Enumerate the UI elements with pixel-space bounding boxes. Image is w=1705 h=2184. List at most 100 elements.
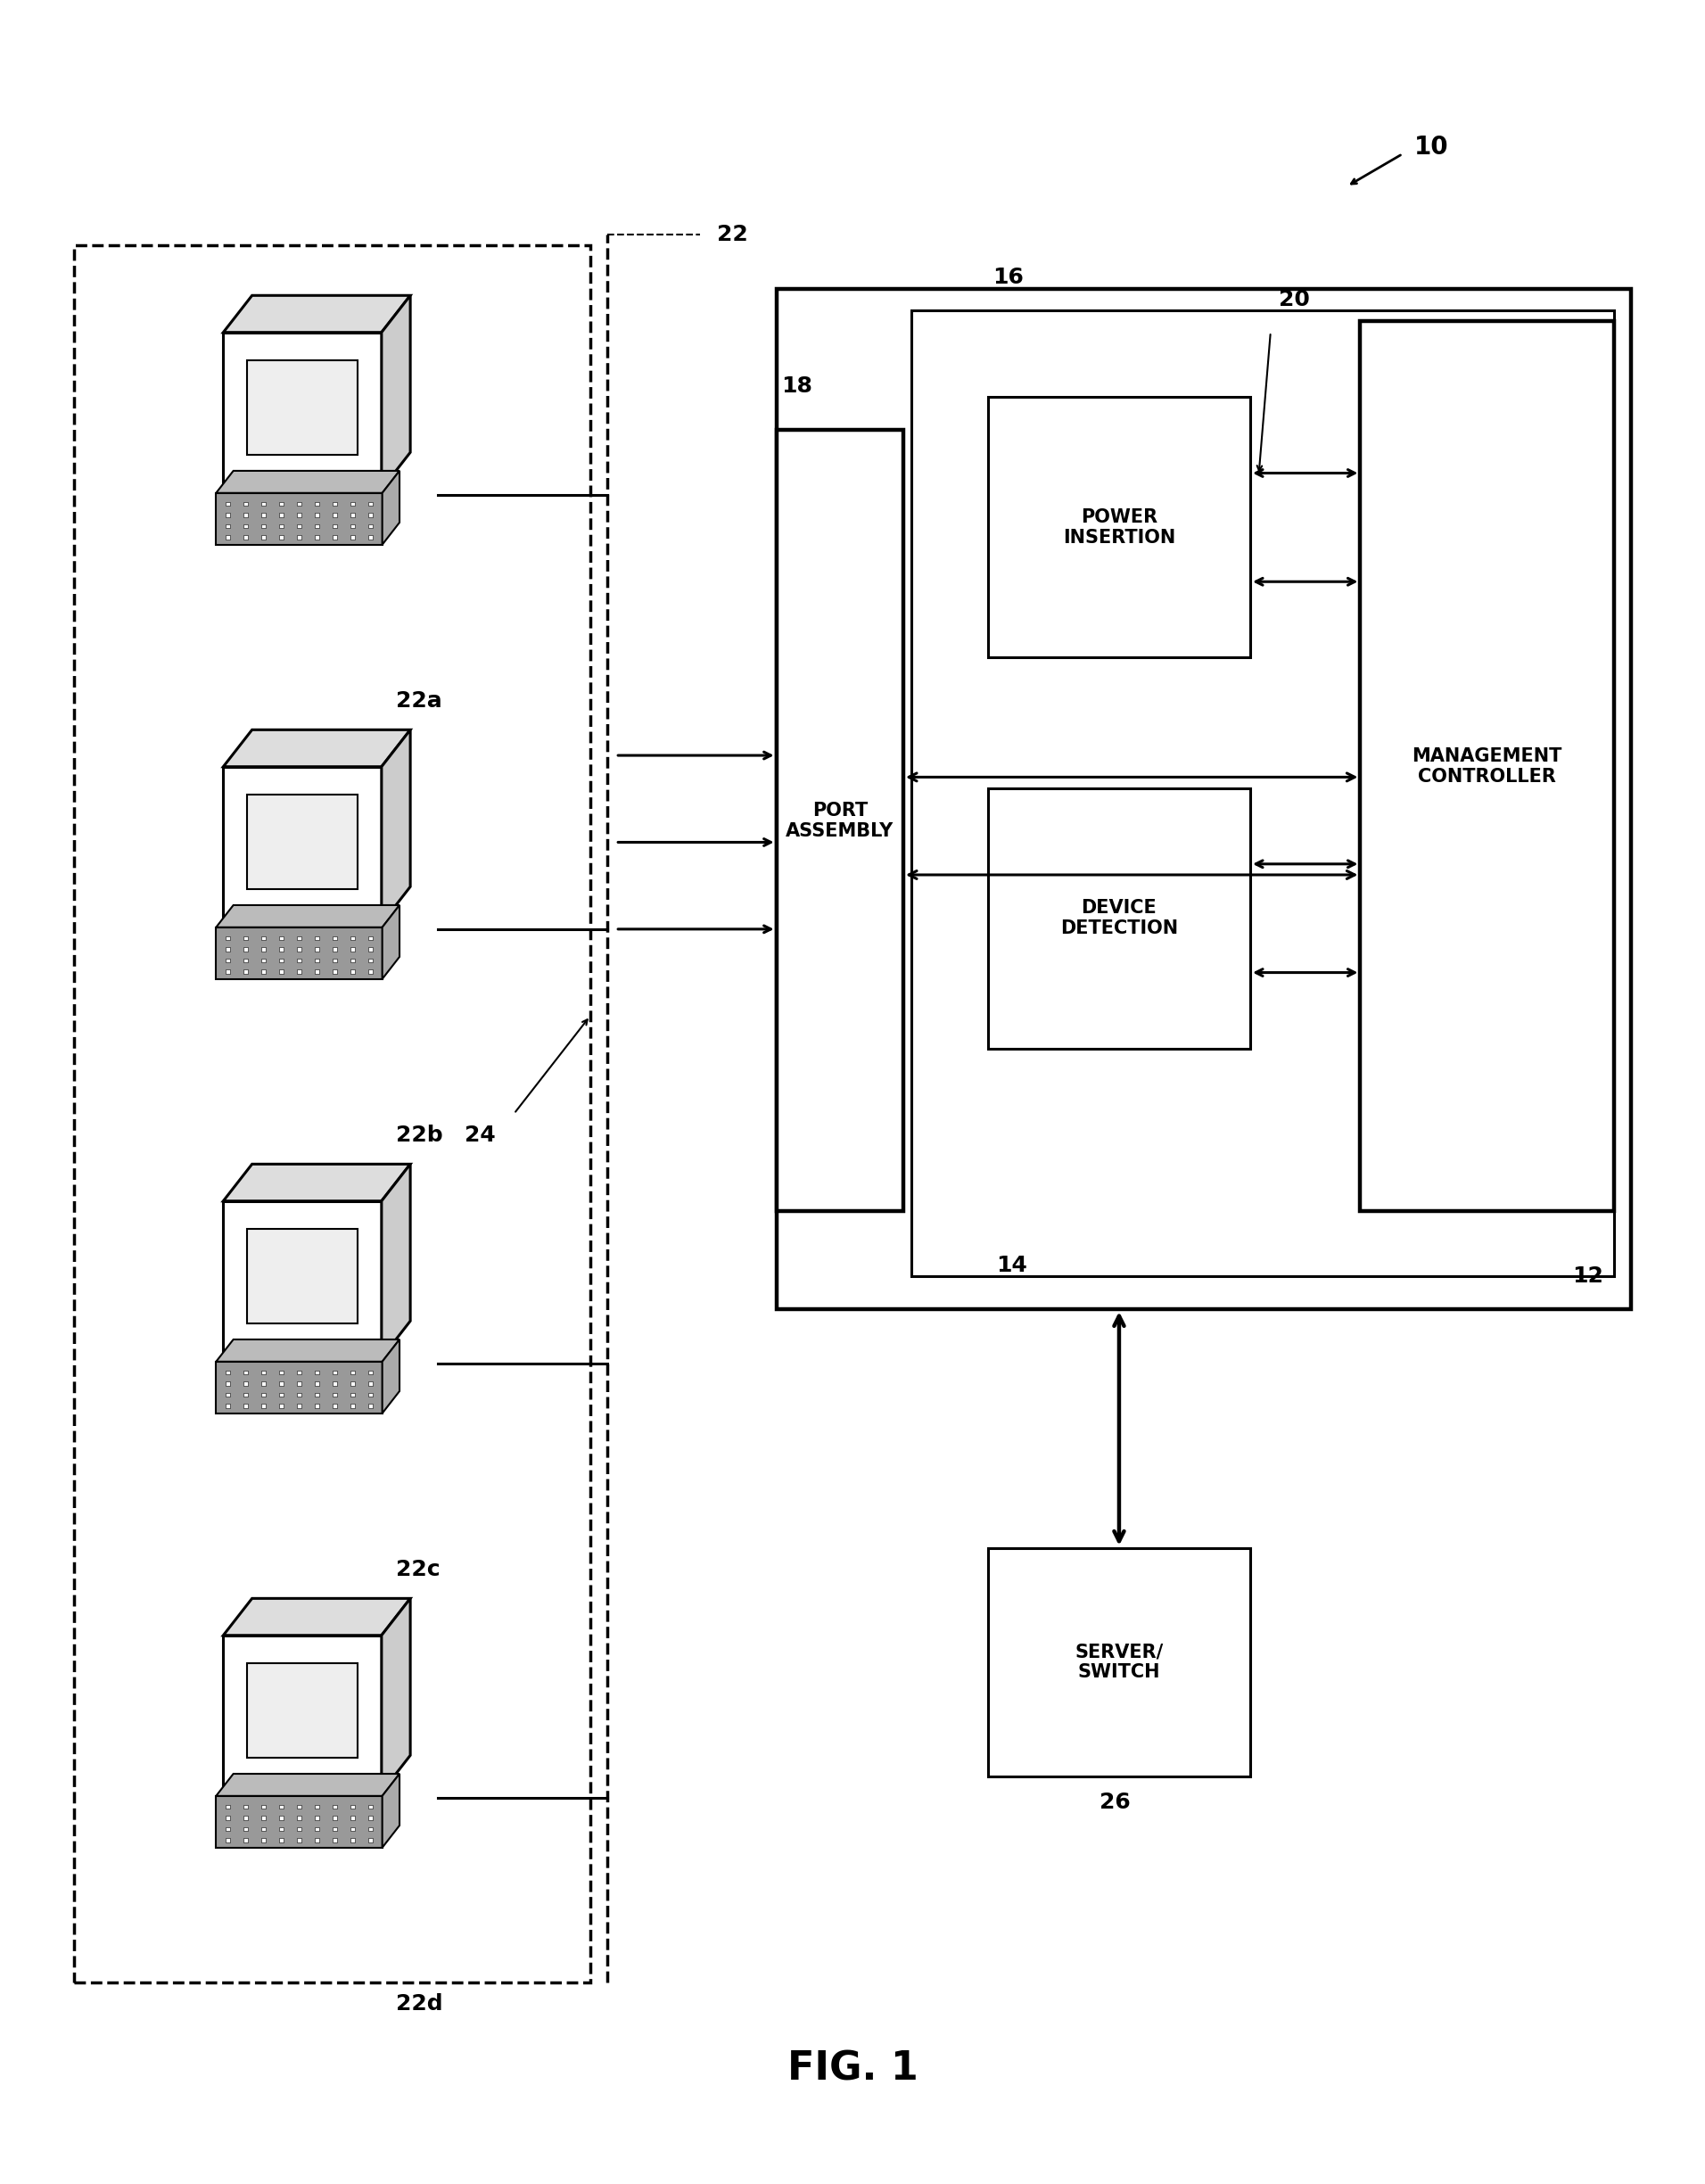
Bar bbox=[297, 502, 302, 507]
Bar bbox=[261, 937, 266, 939]
Bar bbox=[351, 1828, 355, 1830]
Polygon shape bbox=[382, 729, 411, 924]
Polygon shape bbox=[223, 332, 382, 489]
Bar bbox=[351, 1839, 355, 1843]
Text: 16: 16 bbox=[992, 266, 1025, 288]
Text: 22: 22 bbox=[718, 223, 748, 245]
Text: 22a: 22a bbox=[396, 690, 442, 712]
Polygon shape bbox=[247, 1664, 358, 1758]
Bar bbox=[280, 1382, 283, 1385]
Bar bbox=[73, 245, 590, 1983]
Bar bbox=[368, 948, 373, 952]
Bar bbox=[368, 502, 373, 507]
Bar bbox=[244, 524, 247, 529]
Text: SERVER/
SWITCH: SERVER/ SWITCH bbox=[1074, 1642, 1163, 1682]
Bar bbox=[280, 1393, 283, 1398]
Bar bbox=[225, 1382, 230, 1385]
Polygon shape bbox=[223, 767, 382, 924]
Bar bbox=[368, 1393, 373, 1398]
Bar bbox=[297, 524, 302, 529]
Polygon shape bbox=[217, 1773, 399, 1795]
Bar bbox=[244, 1404, 247, 1409]
Polygon shape bbox=[382, 472, 399, 544]
Bar bbox=[297, 1404, 302, 1409]
Polygon shape bbox=[223, 729, 411, 767]
Bar bbox=[351, 1404, 355, 1409]
Bar bbox=[315, 970, 319, 974]
Bar bbox=[280, 1404, 283, 1409]
Bar bbox=[315, 1815, 319, 1819]
Bar bbox=[261, 1839, 266, 1843]
Bar bbox=[332, 1804, 338, 1808]
Text: 10: 10 bbox=[1415, 135, 1449, 159]
Bar bbox=[225, 948, 230, 952]
Polygon shape bbox=[382, 904, 399, 978]
Bar bbox=[351, 1369, 355, 1374]
Bar bbox=[315, 513, 319, 518]
Bar bbox=[332, 1839, 338, 1843]
Bar bbox=[332, 1815, 338, 1819]
Bar bbox=[280, 513, 283, 518]
Bar bbox=[351, 1393, 355, 1398]
Bar bbox=[351, 1804, 355, 1808]
Polygon shape bbox=[217, 904, 399, 928]
Polygon shape bbox=[382, 295, 411, 489]
Bar bbox=[244, 937, 247, 939]
Bar bbox=[987, 788, 1250, 1048]
Bar bbox=[297, 1815, 302, 1819]
Bar bbox=[368, 1369, 373, 1374]
Bar bbox=[261, 970, 266, 974]
Bar bbox=[280, 502, 283, 507]
Bar bbox=[225, 1839, 230, 1843]
Bar bbox=[261, 524, 266, 529]
Bar bbox=[225, 535, 230, 539]
Bar bbox=[261, 1804, 266, 1808]
Text: FIG. 1: FIG. 1 bbox=[788, 2051, 917, 2088]
Text: 22c: 22c bbox=[396, 1559, 440, 1581]
Bar bbox=[315, 1369, 319, 1374]
Bar bbox=[297, 948, 302, 952]
Polygon shape bbox=[223, 1636, 382, 1793]
Bar bbox=[244, 1369, 247, 1374]
Bar bbox=[261, 1404, 266, 1409]
Bar bbox=[912, 310, 1615, 1278]
Bar bbox=[315, 1804, 319, 1808]
Bar bbox=[244, 502, 247, 507]
Bar bbox=[351, 535, 355, 539]
Polygon shape bbox=[223, 295, 411, 332]
Bar bbox=[297, 970, 302, 974]
Polygon shape bbox=[223, 1201, 382, 1358]
Bar bbox=[244, 948, 247, 952]
Bar bbox=[332, 502, 338, 507]
Polygon shape bbox=[217, 928, 382, 978]
Bar bbox=[280, 524, 283, 529]
Bar bbox=[225, 1404, 230, 1409]
Text: MANAGEMENT
CONTROLLER: MANAGEMENT CONTROLLER bbox=[1412, 747, 1562, 786]
Bar bbox=[244, 959, 247, 963]
Bar bbox=[351, 948, 355, 952]
Bar bbox=[225, 959, 230, 963]
Bar bbox=[368, 1815, 373, 1819]
Bar bbox=[351, 937, 355, 939]
Bar bbox=[297, 513, 302, 518]
Text: POWER
INSERTION: POWER INSERTION bbox=[1062, 509, 1175, 546]
Bar bbox=[225, 970, 230, 974]
Bar bbox=[368, 1839, 373, 1843]
Bar bbox=[261, 513, 266, 518]
Bar bbox=[368, 1382, 373, 1385]
Bar bbox=[297, 1839, 302, 1843]
Bar bbox=[315, 1393, 319, 1398]
Bar bbox=[368, 513, 373, 518]
Bar bbox=[332, 970, 338, 974]
Bar bbox=[351, 970, 355, 974]
Text: PORT
ASSEMBLY: PORT ASSEMBLY bbox=[786, 802, 893, 841]
Bar bbox=[244, 535, 247, 539]
Bar bbox=[332, 937, 338, 939]
Polygon shape bbox=[382, 1164, 411, 1358]
Bar bbox=[332, 1404, 338, 1409]
Bar bbox=[261, 959, 266, 963]
Bar bbox=[261, 1815, 266, 1819]
Bar bbox=[261, 1828, 266, 1830]
Bar bbox=[244, 1815, 247, 1819]
Bar bbox=[351, 959, 355, 963]
